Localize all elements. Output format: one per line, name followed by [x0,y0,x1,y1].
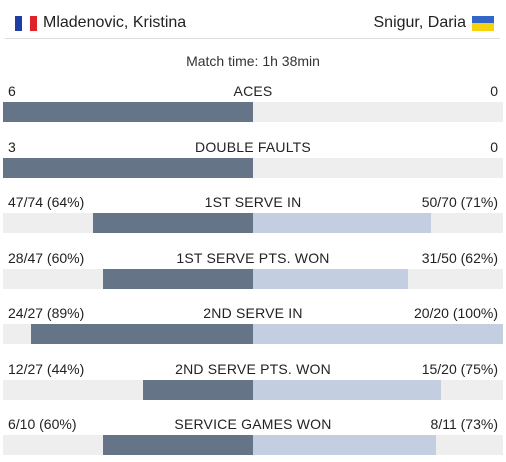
stat-row: 28/47 (60%) 1ST SERVE PTS. WON 31/50 (62… [0,250,506,296]
match-time: Match time: 1h 38min [186,53,320,69]
stat-right-track [253,324,503,344]
stat-left-value: 28/47 (60%) [8,250,85,266]
stat-name: 2ND SERVE IN [203,305,303,321]
player-left-name[interactable]: Mladenovic, Kristina [43,14,187,31]
stat-right-bar [253,213,431,233]
stat-left-value: 3 [8,139,16,155]
stat-left-bar [103,269,253,289]
stat-left-track [3,102,253,122]
stat-left-bar [143,380,253,400]
player-right[interactable]: Snigur, Daria [373,13,494,33]
stat-left-value: 47/74 (64%) [8,194,85,210]
stat-left-bar [93,213,253,233]
stat-label-row: 3 DOUBLE FAULTS 0 [0,139,506,157]
match-header: Mladenovic, Kristina Snigur, Daria [0,0,506,44]
stat-row: 47/74 (64%) 1ST SERVE IN 50/70 (71%) [0,194,506,240]
stat-row: 24/27 (89%) 2ND SERVE IN 20/20 (100%) [0,305,506,351]
stat-right-track [253,213,503,233]
stat-label-row: 28/47 (60%) 1ST SERVE PTS. WON 31/50 (62… [0,250,506,268]
stat-right-value: 20/20 (100%) [413,305,498,321]
stat-right-value: 15/20 (75%) [421,361,498,377]
stat-left-value: 12/27 (44%) [8,361,85,377]
stat-left-track [3,213,253,233]
stat-left-bar [103,435,253,455]
stat-row: 3 DOUBLE FAULTS 0 [0,139,506,185]
stat-right-track [253,269,503,289]
stat-left-track [3,324,253,344]
stat-name: 1ST SERVE PTS. WON [176,250,330,266]
stat-right-track [253,102,503,122]
stat-name: 1ST SERVE IN [204,194,302,210]
stat-name: 2ND SERVE PTS. WON [175,361,331,377]
stat-name: DOUBLE FAULTS [195,139,311,155]
france-flag-icon [15,15,37,31]
flag-stripe-blue [15,15,23,31]
stat-right-bar [253,269,408,289]
header-bar: Mladenovic, Kristina Snigur, Daria [5,5,500,39]
stat-left-bar [3,158,253,178]
player-left[interactable]: Mladenovic, Kristina [15,13,186,33]
stat-name: SERVICE GAMES WON [174,416,332,432]
stat-right-value: 0 [490,139,498,155]
stat-right-bar [253,435,436,455]
stat-right-value: 0 [490,83,498,99]
stat-left-track [3,158,253,178]
stat-label-row: 6/10 (60%) SERVICE GAMES WON 8/11 (73%) [0,416,506,434]
stat-row: 6/10 (60%) SERVICE GAMES WON 8/11 (73%) [0,416,506,462]
stat-left-track [3,380,253,400]
stat-left-track [3,269,253,289]
flag-stripe-white [22,15,30,31]
stat-row: 6 ACES 0 [0,83,506,129]
stat-right-value: 8/11 (73%) [430,416,498,432]
flag-stripe-yellow [472,23,494,31]
stat-left-value: 6/10 (60%) [8,416,77,432]
stat-label-row: 47/74 (64%) 1ST SERVE IN 50/70 (71%) [0,194,506,212]
stat-left-value: 24/27 (89%) [8,305,85,321]
stat-left-value: 6 [8,83,16,99]
stat-right-value: 50/70 (71%) [421,194,498,210]
stat-right-track [253,435,503,455]
stat-right-bar [253,380,441,400]
ukraine-flag-icon [472,15,494,31]
stat-left-track [3,435,253,455]
flag-stripe-blue [472,15,494,23]
stat-label-row: 12/27 (44%) 2ND SERVE PTS. WON 15/20 (75… [0,361,506,379]
player-right-name[interactable]: Snigur, Daria [373,14,467,31]
stat-row: 12/27 (44%) 2ND SERVE PTS. WON 15/20 (75… [0,361,506,407]
stat-right-bar [253,324,503,344]
stat-left-bar [30,324,253,344]
stat-right-track [253,380,503,400]
stat-right-value: 31/50 (62%) [421,250,498,266]
stat-label-row: 6 ACES 0 [0,83,506,101]
stat-right-track [253,158,503,178]
stat-left-bar [3,102,253,122]
stat-name: ACES [233,83,273,99]
stat-label-row: 24/27 (89%) 2ND SERVE IN 20/20 (100%) [0,305,506,323]
flag-stripe-red [29,15,37,31]
